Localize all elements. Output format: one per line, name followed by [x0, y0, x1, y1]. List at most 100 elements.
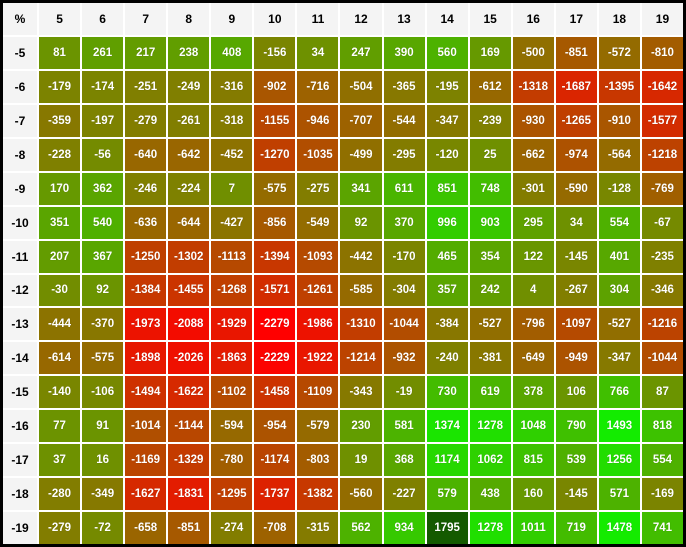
heatmap-cell[interactable]: -72: [82, 512, 124, 544]
heatmap-cell[interactable]: 242: [469, 274, 511, 307]
heatmap-cell[interactable]: 560: [426, 36, 468, 69]
heatmap-cell[interactable]: -279: [39, 512, 81, 544]
heatmap-cell[interactable]: -500: [512, 36, 554, 69]
heatmap-cell[interactable]: -249: [168, 70, 210, 103]
heatmap-cell[interactable]: 741: [641, 512, 683, 544]
heatmap-cell[interactable]: -170: [383, 240, 425, 273]
heatmap-cell[interactable]: -796: [512, 308, 554, 341]
heatmap-cell[interactable]: -1318: [512, 70, 554, 103]
heatmap-cell[interactable]: -1144: [168, 410, 210, 443]
heatmap-cell[interactable]: -932: [383, 342, 425, 375]
heatmap-cell[interactable]: -1295: [211, 478, 253, 511]
heatmap-cell[interactable]: -1044: [641, 342, 683, 375]
heatmap-cell[interactable]: 730: [426, 376, 468, 409]
heatmap-cell[interactable]: -549: [297, 206, 339, 239]
heatmap-cell[interactable]: 540: [82, 206, 124, 239]
heatmap-cell[interactable]: -1571: [254, 274, 296, 307]
heatmap-cell[interactable]: -2229: [254, 342, 296, 375]
heatmap-cell[interactable]: -304: [383, 274, 425, 307]
heatmap-cell[interactable]: 238: [168, 36, 210, 69]
heatmap-cell[interactable]: -346: [641, 274, 683, 307]
heatmap-cell[interactable]: -1986: [297, 308, 339, 341]
heatmap-cell[interactable]: -579: [297, 410, 339, 443]
heatmap-cell[interactable]: -636: [125, 206, 167, 239]
heatmap-cell[interactable]: -1035: [297, 138, 339, 171]
heatmap-cell[interactable]: 19: [340, 444, 382, 477]
heatmap-cell[interactable]: 170: [39, 172, 81, 205]
heatmap-cell[interactable]: -301: [512, 172, 554, 205]
heatmap-cell[interactable]: 1278: [469, 512, 511, 544]
heatmap-cell[interactable]: -120: [426, 138, 468, 171]
heatmap-cell[interactable]: -239: [469, 104, 511, 137]
heatmap-cell[interactable]: -444: [39, 308, 81, 341]
heatmap-cell[interactable]: -1382: [297, 478, 339, 511]
heatmap-cell[interactable]: -930: [512, 104, 554, 137]
heatmap-cell[interactable]: 34: [555, 206, 597, 239]
heatmap-cell[interactable]: 579: [426, 478, 468, 511]
heatmap-cell[interactable]: -1270: [254, 138, 296, 171]
heatmap-cell[interactable]: -560: [340, 478, 382, 511]
heatmap-cell[interactable]: -1097: [555, 308, 597, 341]
heatmap-cell[interactable]: -1737: [254, 478, 296, 511]
heatmap-cell[interactable]: -974: [555, 138, 597, 171]
heatmap-cell[interactable]: 122: [512, 240, 554, 273]
heatmap-cell[interactable]: 25: [469, 138, 511, 171]
heatmap-cell[interactable]: 92: [340, 206, 382, 239]
heatmap-cell[interactable]: -1642: [641, 70, 683, 103]
heatmap-cell[interactable]: -1102: [211, 376, 253, 409]
heatmap-cell[interactable]: 1048: [512, 410, 554, 443]
heatmap-cell[interactable]: -1395: [598, 70, 640, 103]
heatmap-cell[interactable]: -227: [383, 478, 425, 511]
heatmap-cell[interactable]: -902: [254, 70, 296, 103]
heatmap-cell[interactable]: 996: [426, 206, 468, 239]
heatmap-cell[interactable]: -1155: [254, 104, 296, 137]
heatmap-cell[interactable]: -590: [555, 172, 597, 205]
heatmap-cell[interactable]: -343: [340, 376, 382, 409]
heatmap-cell[interactable]: -1329: [168, 444, 210, 477]
heatmap-cell[interactable]: -1577: [641, 104, 683, 137]
heatmap-cell[interactable]: -169: [641, 478, 683, 511]
heatmap-cell[interactable]: -235: [641, 240, 683, 273]
heatmap-cell[interactable]: 77: [39, 410, 81, 443]
heatmap-cell[interactable]: 851: [426, 172, 468, 205]
heatmap-cell[interactable]: -1113: [211, 240, 253, 273]
heatmap-cell[interactable]: 1011: [512, 512, 554, 544]
heatmap-cell[interactable]: 1256: [598, 444, 640, 477]
heatmap-cell[interactable]: -1384: [125, 274, 167, 307]
heatmap-cell[interactable]: -280: [39, 478, 81, 511]
heatmap-cell[interactable]: -1310: [340, 308, 382, 341]
heatmap-cell[interactable]: 815: [512, 444, 554, 477]
heatmap-cell[interactable]: -851: [555, 36, 597, 69]
heatmap-cell[interactable]: 351: [39, 206, 81, 239]
heatmap-cell[interactable]: 554: [641, 444, 683, 477]
heatmap-cell[interactable]: -1394: [254, 240, 296, 273]
heatmap-cell[interactable]: 357: [426, 274, 468, 307]
heatmap-cell[interactable]: -544: [383, 104, 425, 137]
heatmap-cell[interactable]: -1302: [168, 240, 210, 273]
heatmap-cell[interactable]: -1044: [383, 308, 425, 341]
heatmap-cell[interactable]: -197: [82, 104, 124, 137]
heatmap-cell[interactable]: 571: [598, 478, 640, 511]
heatmap-cell[interactable]: -2279: [254, 308, 296, 341]
heatmap-cell[interactable]: -662: [512, 138, 554, 171]
heatmap-cell[interactable]: 91: [82, 410, 124, 443]
heatmap-cell[interactable]: 295: [512, 206, 554, 239]
heatmap-cell[interactable]: -851: [168, 512, 210, 544]
heatmap-cell[interactable]: -954: [254, 410, 296, 443]
heatmap-cell[interactable]: 230: [340, 410, 382, 443]
heatmap-cell[interactable]: -640: [125, 138, 167, 171]
heatmap-cell[interactable]: -1863: [211, 342, 253, 375]
heatmap-cell[interactable]: 106: [555, 376, 597, 409]
heatmap-cell[interactable]: -370: [82, 308, 124, 341]
heatmap-cell[interactable]: -140: [39, 376, 81, 409]
heatmap-cell[interactable]: -1214: [340, 342, 382, 375]
heatmap-cell[interactable]: -1174: [254, 444, 296, 477]
heatmap-cell[interactable]: 1374: [426, 410, 468, 443]
heatmap-cell[interactable]: 304: [598, 274, 640, 307]
heatmap-cell[interactable]: 16: [82, 444, 124, 477]
heatmap-cell[interactable]: 87: [641, 376, 683, 409]
heatmap-cell[interactable]: 1795: [426, 512, 468, 544]
heatmap-cell[interactable]: -1250: [125, 240, 167, 273]
heatmap-cell[interactable]: -1109: [297, 376, 339, 409]
heatmap-cell[interactable]: 160: [512, 478, 554, 511]
